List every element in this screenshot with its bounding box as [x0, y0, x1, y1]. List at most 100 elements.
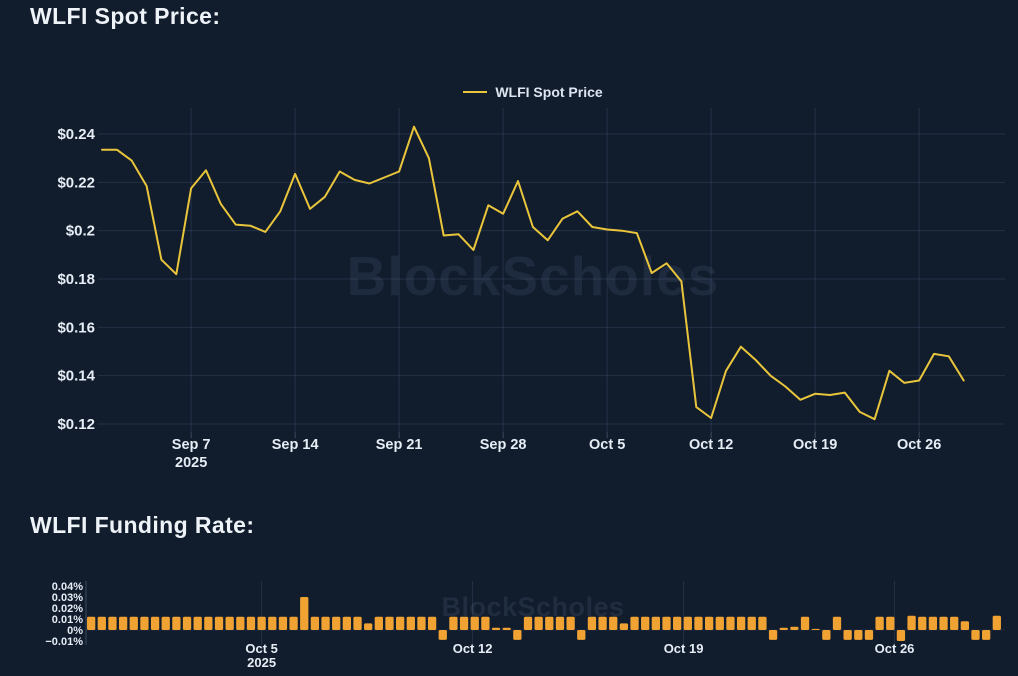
funding-bar — [385, 616, 394, 630]
funding-bar — [364, 623, 373, 630]
funding-bar — [257, 616, 266, 630]
funding-bar — [694, 616, 703, 630]
funding-bar — [587, 616, 597, 630]
funding-bar — [726, 616, 735, 630]
y-tick-label: 0.02% — [52, 603, 83, 615]
funding-bar — [236, 616, 245, 630]
legend-label: WLFI Spot Price — [495, 84, 603, 100]
funding-bar — [140, 616, 149, 630]
y-tick-label: $0.16 — [57, 319, 95, 336]
funding-rate-bars — [87, 597, 1001, 641]
funding-bar — [779, 627, 788, 630]
funding-bar — [438, 630, 447, 640]
funding-bar — [289, 616, 298, 630]
funding-rate-title: WLFI Funding Rate: — [30, 512, 255, 538]
funding-bar — [214, 616, 224, 630]
spot-gridlines — [98, 108, 1005, 438]
funding-bar — [268, 616, 277, 630]
funding-bar — [577, 630, 586, 640]
funding-bar — [310, 616, 320, 630]
x-tick-label: Sep 21 — [376, 437, 423, 453]
funding-bar — [342, 616, 352, 630]
funding-bar — [374, 616, 383, 630]
funding-bar — [630, 616, 639, 630]
funding-bar — [225, 616, 234, 630]
funding-bar — [396, 616, 405, 630]
y-tick-label: $0.14 — [57, 368, 95, 385]
funding-bar — [822, 630, 831, 640]
x-tick-label: Oct 19 — [793, 437, 837, 453]
funding-bar — [523, 616, 533, 630]
funding-bar — [502, 627, 511, 630]
funding-bar — [417, 616, 426, 630]
funding-bar — [992, 615, 1001, 630]
y-tick-label: $0.12 — [57, 416, 95, 433]
funding-bar — [609, 616, 618, 630]
funding-bar — [172, 616, 181, 630]
y-tick-label: 0.01% — [52, 614, 83, 626]
x-tick-label: Oct 19 — [664, 641, 704, 656]
x-tick-label: Sep 28 — [480, 437, 527, 453]
funding-bar — [97, 616, 106, 630]
funding-bar — [950, 616, 959, 630]
x-tick-label: Oct 5 — [589, 437, 625, 453]
y-tick-label: −0.01% — [45, 636, 83, 648]
funding-bar — [918, 616, 927, 630]
funding-bar — [534, 616, 543, 630]
funding-bar — [321, 616, 330, 630]
funding-bar — [971, 630, 980, 640]
funding-bar — [758, 616, 767, 630]
funding-bar — [246, 616, 256, 630]
funding-bar — [864, 630, 874, 640]
funding-bar — [811, 628, 820, 630]
funding-bar — [641, 616, 650, 630]
y-tick-label: 0% — [67, 625, 83, 637]
funding-bar — [619, 623, 629, 630]
funding-bar — [278, 616, 288, 630]
funding-bar — [108, 616, 117, 630]
funding-bar — [960, 621, 970, 630]
spot-price-title: WLFI Spot Price: — [30, 3, 221, 29]
spot-x-axis-labels: Sep 7 2025 Sep 14 Sep 21 Sep 28 Oct 5 Oct 12 Oc… — [172, 437, 942, 471]
spot-y-axis-labels: $0.24 $0.22 $0.2 $0.18 $0.16 $0.14 $0.12 — [57, 126, 95, 433]
funding-bar — [545, 616, 554, 630]
funding-bar — [182, 616, 192, 630]
x-tick-label: Oct 5 — [245, 641, 278, 656]
x-tick-label: Sep 7 — [172, 437, 211, 453]
funding-bar — [566, 616, 575, 630]
funding-bar — [555, 616, 565, 630]
x-tick-label: Oct 12 — [453, 641, 493, 656]
funding-bar — [161, 616, 170, 630]
funding-bar — [87, 616, 96, 630]
funding-bar — [332, 616, 341, 630]
funding-bar — [907, 615, 916, 630]
y-tick-label: $0.24 — [57, 126, 95, 143]
funding-bar — [513, 630, 522, 640]
funding-bar — [896, 630, 906, 641]
x-tick-label: Oct 26 — [875, 641, 915, 656]
y-tick-label: $0.2 — [66, 223, 95, 240]
spot-price-line-chart: $0.24 $0.22 $0.2 $0.18 $0.16 $0.14 $0.12 Sep 7 2… — [57, 108, 1005, 471]
funding-bar — [470, 616, 479, 630]
spot-price-series-line — [101, 125, 965, 421]
spot-chart-legend: WLFI Spot Price — [103, 83, 963, 101]
funding-bar — [747, 616, 756, 630]
funding-bar — [715, 616, 724, 630]
funding-bar — [736, 616, 746, 630]
y-tick-label: $0.18 — [57, 271, 95, 288]
funding-bar — [768, 630, 778, 640]
x-tick-year-label: 2025 — [247, 655, 276, 670]
funding-bar — [843, 630, 852, 640]
legend-item-wlfi-spot-price[interactable]: WLFI Spot Price — [463, 84, 603, 100]
funding-y-axis-labels: 0.04%0.03%0.02%0.01%0%−0.01% — [45, 581, 83, 648]
funding-bar — [673, 616, 682, 630]
y-tick-label: 0.03% — [52, 592, 83, 604]
funding-bar — [854, 630, 863, 640]
funding-bar — [481, 616, 490, 630]
legend-line-swatch — [463, 91, 488, 93]
funding-bar — [886, 616, 895, 630]
funding-bar — [204, 616, 213, 630]
funding-bar — [193, 616, 202, 630]
